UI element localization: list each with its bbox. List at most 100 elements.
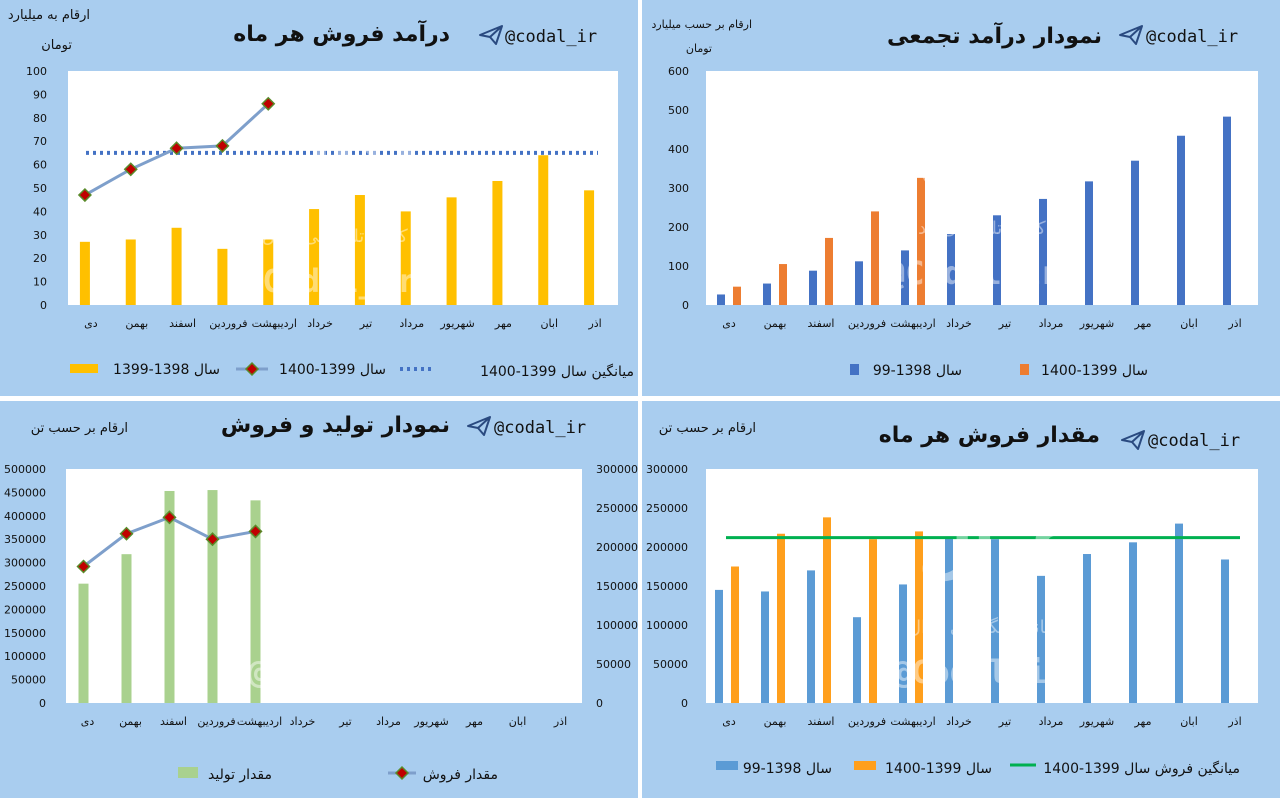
bar-production [250,500,261,703]
watermark-handle: @Codal_ir [243,262,417,300]
y-tick-label: 30 [33,229,47,242]
line-point-sales [205,532,220,547]
unit-label-line1: ارقام بر حسب میلیارد [651,18,752,31]
bar-1398-99 [899,584,907,703]
chart-title: مقدار فروش هر ماه [878,423,1100,448]
bar-1398-99 [763,283,771,305]
x-tick-label: بهمن [125,317,148,330]
line-point-sales [248,524,263,539]
channel-handle[interactable]: @codal_ir [505,27,598,47]
watermark-logo: کُدال [918,513,1070,587]
x-tick-label: ابان [509,715,527,728]
y-tick-label: 90 [33,88,47,101]
legend-swatch-1398-1399 [70,364,98,373]
x-tick-label: تیر [338,715,351,728]
legend-label-average: میانگین فروش سال 1399-1400 [1043,760,1240,777]
y-tick-label: 50 [33,182,47,195]
bar-1399-1400 [871,211,879,305]
bar-1399-1400 [917,177,925,305]
x-tick-label: اذر [587,317,601,330]
x-tick-label: دی [81,715,95,728]
y-tick-label: 150000 [4,627,46,640]
unit-label-line2: تومان [685,42,712,55]
bar-1398-99 [1131,160,1139,305]
bar-1398-1399 [400,211,411,305]
y-tick-label: 200000 [646,541,688,554]
bar-1398-99 [1129,542,1137,703]
x-tick-label: تیر [998,715,1011,728]
y-tick-label: 50000 [596,658,631,671]
panel-monthly-sales-volume: 0 50000 100000 150000 200000 250000 300000 دی به… [642,401,1280,798]
x-tick-label: فروردین [848,715,886,728]
y-tick-label: 100000 [4,650,46,663]
x-tick-label: تیر [998,317,1011,330]
legend-label-sales: مقدار فروش [423,767,498,783]
x-tick-label: اذر [1227,715,1241,728]
bar-1398-1399 [538,155,549,305]
bar-1398-1399 [217,248,228,305]
x-tick-label: شهریور [439,317,474,330]
bar-1398-99 [761,591,769,703]
bar-1399-1400 [733,286,741,305]
y-tick-label: 50000 [11,674,46,687]
y-tick-label: 250000 [646,502,688,515]
y-tick-label: 350000 [4,533,46,546]
bar-production [121,554,132,703]
channel-handle[interactable]: @codal_ir [1148,431,1241,451]
watermark-channel: کانال تلگرامی کدال [264,617,410,638]
x-tick-label: اردیبهشت [252,317,297,330]
bar-1398-99 [1037,575,1045,703]
y-tick-label: 0 [40,299,47,312]
monthly-revenue-chart: 0 10 20 30 40 50 60 70 80 90 100 دی بهمن اسفند فروردین… [26,65,634,380]
bar-1399-1400 [823,517,831,703]
x-tick-label: شهریور [1079,317,1114,330]
y-tick-label: 300000 [646,463,688,476]
panel-monthly-revenue: 0 10 20 30 40 50 60 70 80 90 100 دی بهمن اسفند فروردین… [0,0,638,396]
legend-label-1399-1400: سال 1399-1400 [1041,363,1148,379]
cumulative-revenue-chart: 0 100 200 300 400 500 600 دی بهمن اسفند فروردین ارد… [668,65,1258,379]
panel-production-sales: 0 50000 100000 150000 200000 250000 300000 3500… [0,401,638,798]
bar-1398-99 [1085,181,1093,305]
x-tick-label: مهر [465,715,483,728]
bar-1399-1400 [777,533,785,703]
bar-1399-1400 [779,264,787,305]
y-tick-label: 450000 [4,486,46,499]
y-tick-label: 70 [33,135,47,148]
bar-1398-99 [945,537,953,703]
legend-marker-sales [394,765,410,781]
channel-handle[interactable]: @codal_ir [1146,27,1239,47]
bar-1398-99 [1221,559,1229,703]
bar-1398-99 [947,234,955,305]
telegram-icon [479,25,503,45]
plot-area [706,469,1258,703]
x-tick-label: ابان [1180,715,1198,728]
x-tick-label: اردیبهشت [890,317,935,330]
x-tick-label: اردیبهشت [890,715,935,728]
y-tick-label: 300 [668,182,689,195]
plot-area [68,71,618,305]
watermark-logo: کُدال [276,118,428,192]
line-point-sales [119,526,134,541]
channel-handle[interactable]: @codal_ir [494,418,587,438]
bar-1398-1399 [354,195,365,305]
x-tick-label: خرداد [307,317,333,330]
x-tick-label: فروردین [848,317,886,330]
watermark-handle: @Codal_ir [886,254,1060,292]
line-point-1399-1400 [77,187,92,203]
legend-swatch-1399-1400 [854,761,876,770]
bar-1398-1399 [584,190,595,305]
x-tick-label: ابان [1180,317,1198,330]
x-tick-label: مرداد [1039,317,1064,330]
y-tick-label: 100 [26,65,47,78]
x-tick-label: شهریور [1079,715,1114,728]
unit-label: ارقام بر حسب تن [30,421,128,436]
y-tick-label: 300000 [4,557,46,570]
bar-1398-99 [717,294,725,305]
line-point-1399-1400 [169,141,184,156]
legend-label-1399-1400: سال 1399-1400 [279,362,386,378]
legend-label-production: مقدار تولید [208,767,272,783]
y-tick-label: 250000 [596,502,638,515]
x-tick-label: دی [722,715,736,728]
bar-1398-1399 [446,197,457,305]
y-tick-label: 0 [681,697,688,710]
